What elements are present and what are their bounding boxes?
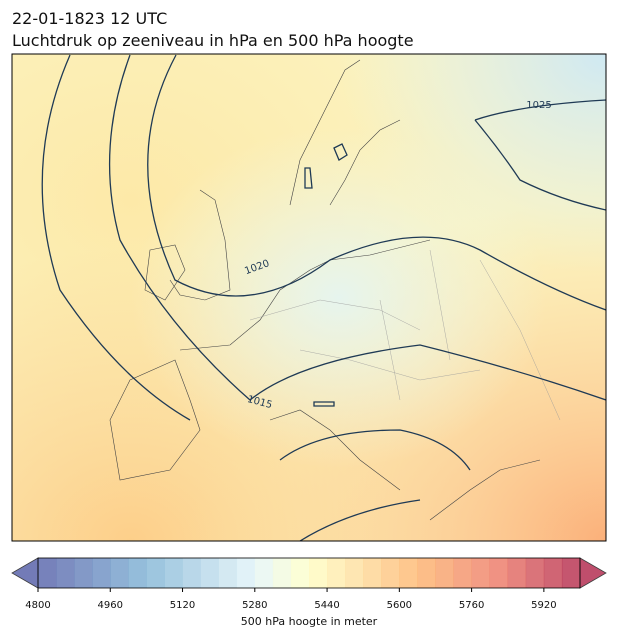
- colorbar-segment: [543, 558, 563, 588]
- colorbar-extend-high: [579, 557, 607, 589]
- colorbar-segment: [363, 558, 382, 588]
- colorbar-segment: [56, 558, 75, 588]
- colorbar-segment: [417, 558, 436, 588]
- colorbar-segment: [254, 558, 274, 588]
- colorbar-segment: [345, 558, 364, 588]
- colorbar-label: 500 hPa hoogte in meter: [241, 615, 378, 628]
- colorbar-segment: [218, 558, 238, 588]
- colorbar-segment: [146, 558, 165, 588]
- tick-label: 5120: [170, 600, 195, 611]
- tick-label: 5440: [314, 600, 339, 611]
- tick-label: 5760: [459, 600, 484, 611]
- map-frame: [11, 53, 607, 542]
- colorbar-segment: [200, 558, 219, 588]
- colorbar-segment: [128, 558, 147, 588]
- colorbar-segment: [182, 558, 201, 588]
- colorbar-segment: [110, 558, 129, 588]
- colorbar-segment: [399, 558, 418, 588]
- colorbar-segment: [381, 558, 400, 588]
- colorbar-segment: [236, 558, 256, 588]
- isobar-label: 1025: [526, 100, 551, 111]
- colorbar: 4800 4960 5120 5280 5440 5600 5760 5920: [11, 557, 607, 611]
- title: Luchtdruk op zeeniveau in hPa en 500 hPa…: [12, 31, 414, 50]
- colorbar-segment: [272, 558, 292, 588]
- colorbar-segment: [327, 558, 346, 588]
- colorbar-segment: [92, 558, 111, 588]
- colorbar-segment: [561, 558, 581, 588]
- colorbar-segment: [74, 558, 93, 588]
- tick-label: 5600: [387, 600, 412, 611]
- colorbar-segment: [489, 558, 509, 588]
- colorbar-segment: [309, 558, 328, 588]
- tick-label: 4960: [98, 600, 123, 611]
- colorbar-frame: [37, 557, 581, 589]
- colorbar-segment: [38, 558, 57, 588]
- colorbar-segment: [507, 558, 527, 588]
- colorbar-segment: [290, 558, 310, 588]
- colorbar-segment: [525, 558, 545, 588]
- tick-label: 5920: [531, 600, 556, 611]
- colorbar-segment: [164, 558, 183, 588]
- date: 22-01-1823 12 UTC: [12, 9, 167, 28]
- colorbar-extend-low: [11, 557, 39, 589]
- colorbar-segment: [453, 558, 472, 588]
- tick-label: 5280: [242, 600, 267, 611]
- colorbar-segment: [435, 558, 454, 588]
- colorbar-segment: [471, 558, 490, 588]
- map: 1025 1020 1015: [12, 54, 606, 541]
- tick-label: 4800: [25, 600, 50, 611]
